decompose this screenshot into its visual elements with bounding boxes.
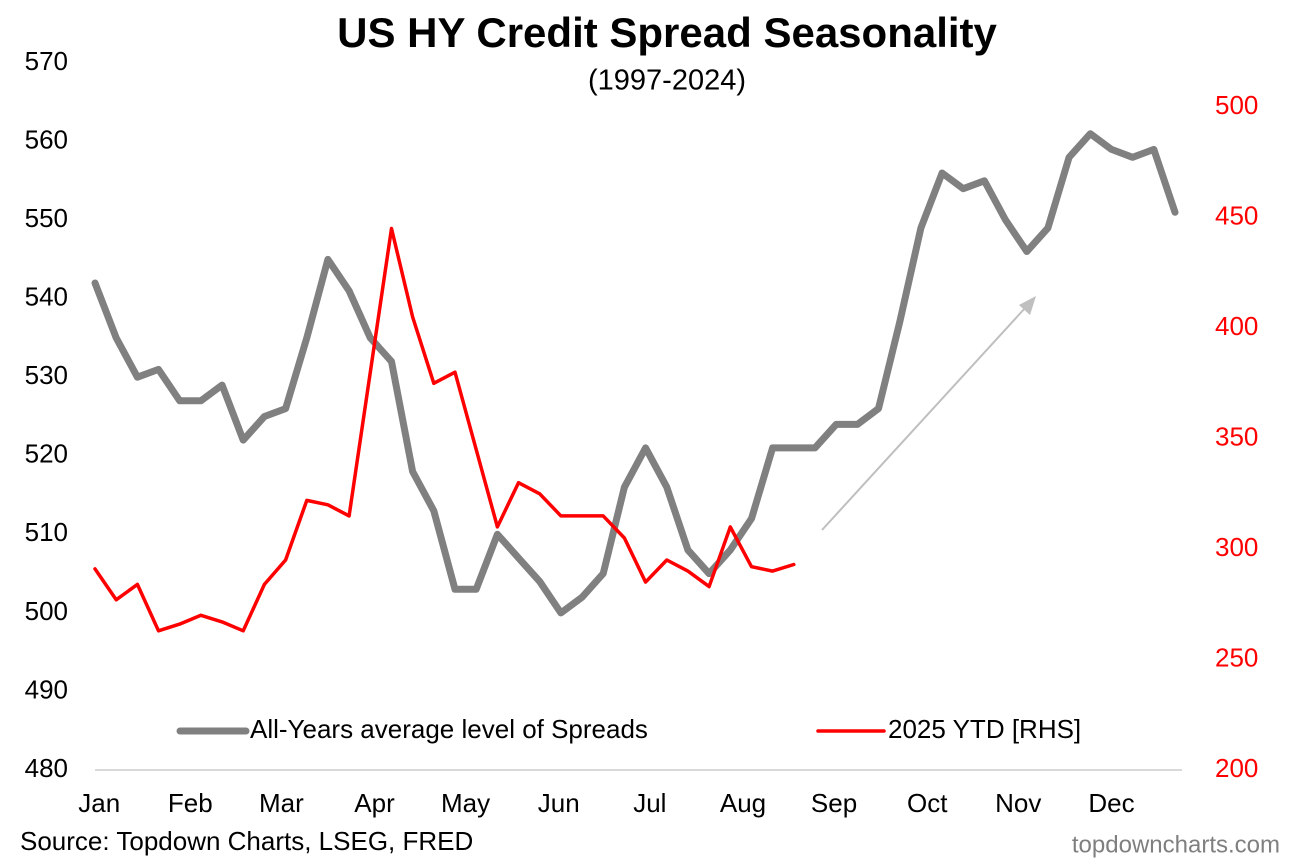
y-tick-label: 480 bbox=[25, 753, 68, 783]
y-tick-label: 490 bbox=[25, 674, 68, 704]
x-tick-label: Apr bbox=[354, 788, 395, 818]
y2-tick-label: 500 bbox=[1215, 90, 1258, 120]
chart-subtitle: (1997-2024) bbox=[588, 65, 746, 97]
watermark: topdowncharts.com bbox=[1072, 831, 1280, 858]
chart-title: US HY Credit Spread Seasonality bbox=[337, 9, 997, 56]
y2-tick-label: 400 bbox=[1215, 311, 1258, 341]
x-tick-label: Jan bbox=[78, 788, 120, 818]
y-tick-label: 570 bbox=[25, 46, 68, 76]
y-tick-label: 550 bbox=[25, 203, 68, 233]
y2-tick-label: 450 bbox=[1215, 200, 1258, 230]
x-tick-label: Mar bbox=[259, 788, 304, 818]
y2-tick-label: 200 bbox=[1215, 753, 1258, 783]
x-tick-label: Feb bbox=[168, 788, 213, 818]
x-tick-label: Sep bbox=[811, 788, 857, 818]
y2-tick-label: 250 bbox=[1215, 642, 1258, 672]
x-tick-label: Dec bbox=[1088, 788, 1134, 818]
series-line bbox=[91, 130, 1179, 617]
y-tick-label: 540 bbox=[25, 282, 68, 312]
y-tick-label: 500 bbox=[25, 596, 68, 626]
x-tick-label: Jul bbox=[633, 788, 666, 818]
annotation-arrow bbox=[821, 296, 1036, 531]
source: Source: Topdown Charts, LSEG, FRED bbox=[20, 826, 473, 856]
legend-label: 2025 YTD [RHS] bbox=[888, 714, 1081, 744]
y2-tick-label: 350 bbox=[1215, 421, 1258, 451]
x-tick-label: Nov bbox=[995, 788, 1041, 818]
legend-label: All-Years average level of Spreads bbox=[250, 714, 648, 744]
y-tick-label: 530 bbox=[25, 360, 68, 390]
x-tick-label: May bbox=[441, 788, 490, 818]
y-tick-label: 510 bbox=[25, 517, 68, 547]
x-tick-label: Aug bbox=[720, 788, 766, 818]
series-line bbox=[93, 226, 796, 633]
x-tick-label: Oct bbox=[907, 788, 948, 818]
y-tick-label: 520 bbox=[25, 439, 68, 469]
y-tick-label: 560 bbox=[25, 124, 68, 154]
y2-tick-label: 300 bbox=[1215, 532, 1258, 562]
x-tick-label: Jun bbox=[538, 788, 580, 818]
